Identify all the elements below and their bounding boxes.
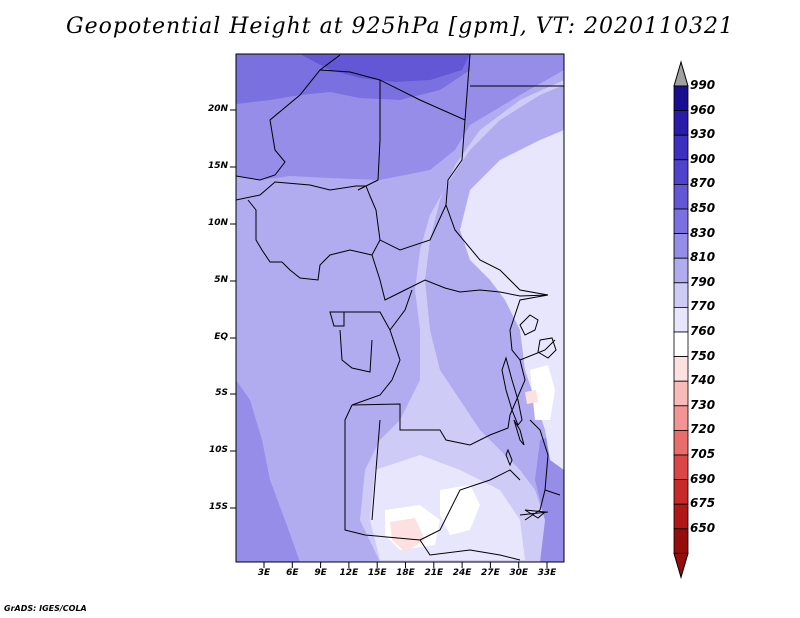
colorbar-swatch (673, 356, 689, 382)
contour-pink-2 (525, 390, 538, 404)
credit-text: GrADS: IGES/COLA (4, 604, 87, 613)
lon-label: 30E (509, 568, 529, 578)
colorbar-under-triangle (673, 552, 689, 580)
contour-atlantic-830 (236, 380, 300, 562)
colorbar-swatch (673, 257, 689, 284)
contour-white-1 (440, 485, 480, 535)
contour-pink-1 (390, 518, 425, 552)
colorbar-level-label: 720 (690, 422, 716, 437)
colorbar-swatch (673, 85, 689, 112)
colorbar-level-label: 830 (690, 225, 716, 240)
lat-label: EQ (214, 332, 228, 342)
colorbar-level-label: 690 (690, 471, 716, 486)
colorbar-level-label: 990 (690, 78, 716, 92)
lat-label: 5N (214, 275, 228, 285)
colorbar-level-label: 650 (690, 520, 716, 535)
lon-label: 33E (537, 568, 557, 578)
lon-label: 21E (424, 568, 444, 578)
lat-label: 15N (207, 161, 228, 171)
colorbar-level-label: 810 (690, 250, 716, 265)
colorbar-level-label: 850 (690, 201, 716, 215)
colorbar-swatch (673, 405, 689, 431)
colorbar-swatch (673, 159, 689, 185)
colorbar-level-label: 790 (690, 274, 716, 289)
colorbar-level-label: 750 (690, 348, 716, 363)
colorbar-over-triangle (673, 60, 689, 87)
lat-label: 10S (208, 445, 228, 455)
colorbar-swatch (673, 331, 689, 358)
colorbar-level-label: 900 (690, 151, 716, 166)
lakes (501, 314, 557, 519)
colorbar-swatch (673, 134, 689, 161)
colorbar-swatch (673, 479, 689, 505)
colorbar-level-label: 770 (690, 299, 716, 314)
lat-label: 15S (208, 502, 228, 512)
lat-label: 20N (207, 104, 228, 114)
axis-ticks (230, 109, 548, 568)
colorbar-level-label: 675 (690, 496, 716, 511)
colorbar-level-label: 870 (690, 176, 716, 191)
colorbar-swatch (673, 110, 689, 136)
contour-east-790 (360, 80, 564, 562)
lon-label: 15E (367, 568, 387, 578)
colorbar-level-label: 930 (690, 127, 716, 142)
map-frame (235, 53, 565, 563)
colorbar-swatch (673, 429, 689, 456)
colorbar-level-label: 730 (690, 397, 716, 412)
colorbar-swatch (673, 233, 689, 259)
lat-label: 5S (215, 388, 228, 398)
colorbar-swatch (673, 503, 689, 530)
lon-label: 3E (257, 568, 271, 578)
lon-label: 12E (339, 568, 359, 578)
colorbar-swatch (673, 306, 689, 333)
colorbar-swatch (673, 528, 689, 554)
contour-north-870 (300, 54, 470, 82)
colorbar-swatch (673, 454, 689, 481)
colorbar-swatch (673, 380, 689, 407)
colorbar-swatch (673, 282, 689, 308)
contour-white-3 (530, 365, 555, 420)
colorbar-swatch (673, 208, 689, 235)
lon-label: 24E (452, 568, 472, 578)
colorbar-level-label: 760 (690, 324, 716, 338)
lon-label: 27E (481, 568, 500, 578)
lon-label: 18E (396, 568, 415, 578)
colorbar-swatch (673, 183, 689, 210)
height-field (236, 54, 564, 562)
colorbar-level-label: 740 (690, 373, 716, 388)
colorbar-level-label: 960 (690, 102, 716, 117)
lon-label: 9E (314, 568, 327, 578)
lon-label: 6E (286, 568, 299, 578)
colorbar-level-label: 705 (690, 447, 716, 461)
lat-label: 10N (207, 218, 228, 228)
page-title: Geopotential Height at 925hPa [gpm], VT:… (66, 14, 734, 39)
